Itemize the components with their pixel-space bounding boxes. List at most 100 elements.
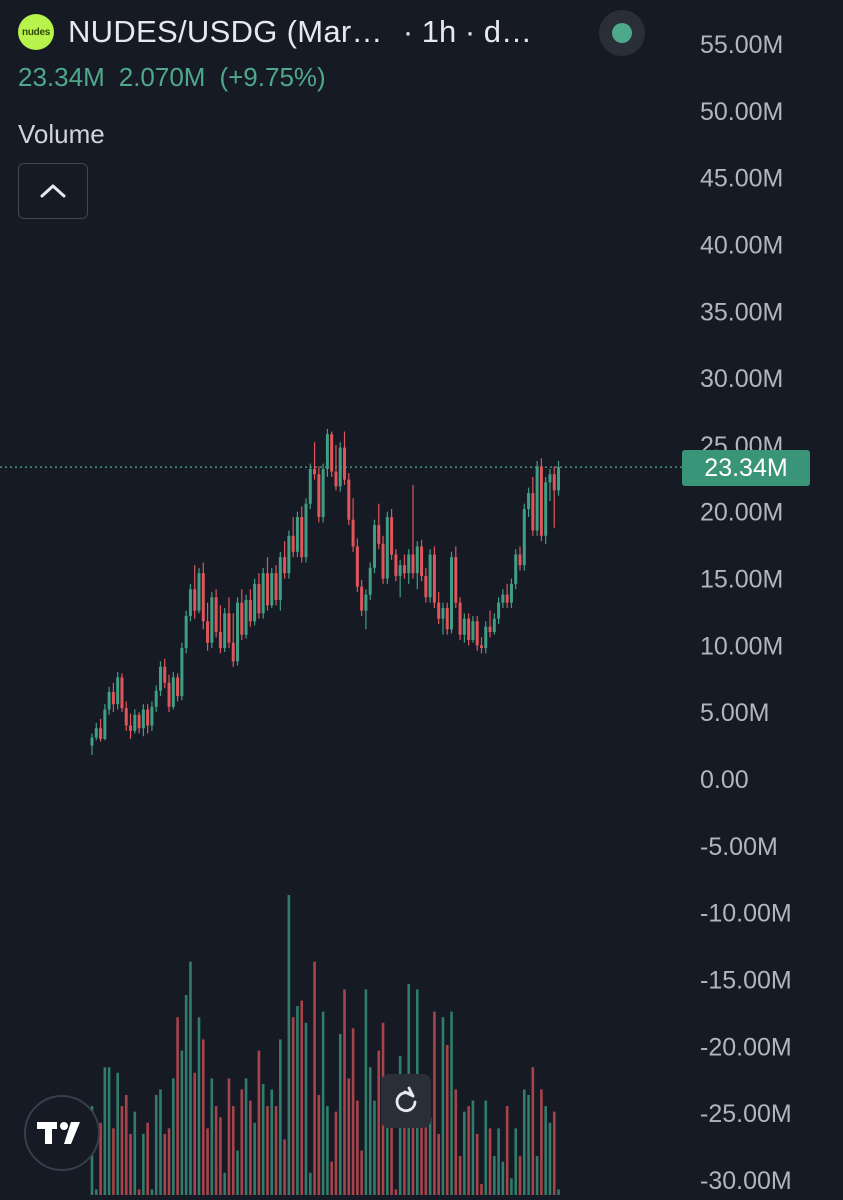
y-axis-tick-label: -15.00M <box>700 966 792 994</box>
tradingview-logo-icon[interactable] <box>24 1095 100 1171</box>
volume-bar <box>501 1161 505 1195</box>
candle-body <box>274 573 278 600</box>
candle-body <box>278 557 282 600</box>
volume-bar <box>219 1117 222 1195</box>
chart-header: nudes NUDES/USDG (Mar… · 1h · d… 23.34M … <box>18 10 658 150</box>
volume-bar <box>150 1189 154 1195</box>
volume-bar <box>210 1078 214 1195</box>
volume-bar <box>437 1133 440 1195</box>
volume-bar <box>124 1095 128 1195</box>
volume-bar <box>107 1067 111 1195</box>
price-change: 2.070M <box>118 62 206 92</box>
candle-body <box>458 602 462 635</box>
candle-body <box>377 525 381 544</box>
candle-body <box>539 466 543 536</box>
volume-bar <box>283 1139 286 1195</box>
candle-body <box>428 554 432 598</box>
volume-bar <box>428 1117 432 1195</box>
volume-bar <box>433 1011 436 1195</box>
volume-bar <box>296 1006 299 1195</box>
volume-bar <box>531 1067 535 1195</box>
live-status-button[interactable] <box>599 10 645 56</box>
volume-bar <box>441 1017 445 1195</box>
volume-bar <box>326 1106 329 1195</box>
price-change-percent: (+9.75%) <box>219 62 326 92</box>
pair-title[interactable]: NUDES/USDG (Mar… <box>68 14 383 49</box>
candle-body <box>261 573 265 614</box>
volume-bar <box>227 1078 231 1195</box>
volume-bar <box>368 1067 372 1195</box>
candle-body <box>163 666 167 683</box>
candle-body <box>355 546 359 587</box>
volume-bar <box>223 1172 226 1195</box>
candle-body <box>497 602 501 619</box>
collapse-indicators-button[interactable] <box>18 163 88 219</box>
volume-bar <box>133 1111 137 1195</box>
candle-body <box>535 466 539 531</box>
volume-bar <box>249 1100 252 1195</box>
y-axis-tick-label: -25.00M <box>700 1100 792 1128</box>
volume-bar <box>356 1100 359 1195</box>
candle-body <box>236 602 240 662</box>
volume-bar <box>154 1095 158 1195</box>
volume-bar <box>142 1133 145 1195</box>
volume-bar <box>313 961 316 1195</box>
volume-bar <box>300 1000 304 1195</box>
reset-chart-button[interactable] <box>381 1074 431 1128</box>
candle-body <box>150 706 154 726</box>
y-axis-tick-label: 35.00M <box>700 298 783 326</box>
volume-bar <box>317 1095 321 1195</box>
candle-body <box>407 554 411 574</box>
volume-indicator-label[interactable]: Volume <box>18 119 105 149</box>
candle-body <box>424 575 428 598</box>
candle-body <box>308 468 312 504</box>
candle-body <box>99 728 103 739</box>
candle-body <box>475 621 479 646</box>
volume-bar <box>197 1017 201 1195</box>
y-axis-tick-label: 20.00M <box>700 499 783 527</box>
candle-body <box>116 677 120 705</box>
candle-body <box>518 554 522 566</box>
volume-bar <box>176 1017 179 1195</box>
candle-body <box>248 599 252 622</box>
candle-body <box>141 709 145 729</box>
y-axis-tick-label: 40.00M <box>700 231 783 259</box>
volume-bar <box>137 1189 141 1195</box>
candle-body <box>218 632 222 649</box>
volume-bar <box>206 1128 209 1195</box>
volume-bar <box>373 1100 376 1195</box>
candle-body <box>133 714 137 731</box>
volume-bar <box>364 989 368 1195</box>
volume-bar <box>471 1100 475 1195</box>
candle-body <box>107 692 111 710</box>
candle-body <box>214 597 218 632</box>
interval-label[interactable]: · 1h · d… <box>402 14 533 49</box>
volume-bar <box>338 1033 342 1195</box>
volume-bar <box>120 1106 124 1195</box>
candle-body <box>330 434 334 472</box>
candle-body <box>402 565 406 574</box>
y-axis-tick-label: -30.00M <box>700 1167 792 1195</box>
candle-body <box>253 583 257 622</box>
volume-bar <box>291 1017 295 1195</box>
candle-body <box>552 474 556 491</box>
candle-body <box>244 599 248 635</box>
volume-bar <box>411 1117 415 1195</box>
candle-body <box>467 618 471 641</box>
volume-bar <box>463 1111 466 1195</box>
volume-bar <box>527 1095 530 1195</box>
candle-body <box>531 493 535 531</box>
volume-bar <box>189 961 192 1195</box>
candle-body <box>154 690 158 707</box>
volume-bar <box>94 1189 98 1195</box>
volume-bar <box>475 1133 479 1195</box>
volume-bar <box>488 1128 492 1195</box>
y-axis-tick-label: 5.00M <box>700 699 769 727</box>
volume-bar <box>467 1106 470 1195</box>
volume-bar <box>377 1050 381 1195</box>
volume-bar <box>522 1089 526 1195</box>
candle-body <box>240 602 244 635</box>
volume-bar <box>343 989 346 1195</box>
candle-body <box>317 474 321 518</box>
